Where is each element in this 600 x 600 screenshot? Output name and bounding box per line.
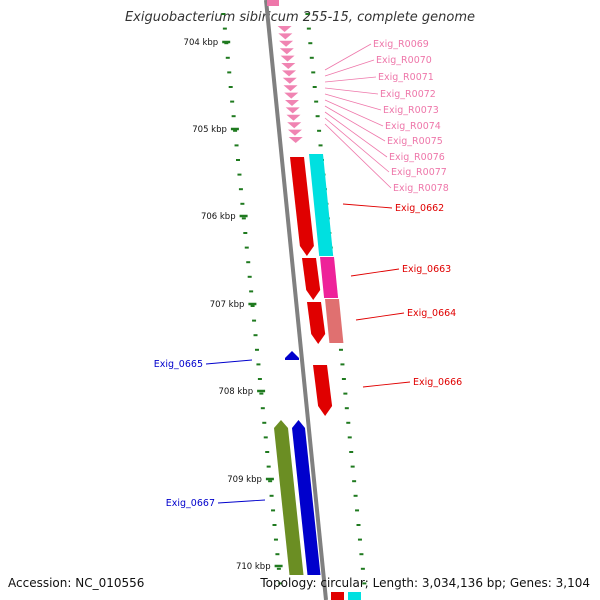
rna-leader-line — [324, 87, 379, 95]
gene-leader-line — [362, 381, 411, 388]
rna-feature[interactable] — [287, 122, 302, 129]
rna-feature[interactable] — [277, 26, 292, 32]
rna-leader-line — [324, 99, 384, 127]
rna-label: Exig_R0072 — [380, 89, 436, 100]
rna-feature[interactable] — [286, 114, 301, 121]
rna-label: Exig_R0078 — [393, 183, 449, 194]
gene-label: Exig_0665 — [154, 359, 203, 370]
rna-feature[interactable] — [288, 137, 303, 143]
gene-block-blue[interactable] — [285, 351, 299, 360]
rna-feature[interactable] — [278, 33, 293, 40]
rna-label: Exig_R0077 — [391, 167, 447, 178]
gene-leader-line — [350, 268, 400, 277]
rna-feature[interactable] — [282, 70, 297, 77]
rna-feature[interactable] — [267, 0, 279, 6]
rna-leader-line — [324, 59, 375, 77]
accession-label: Accession: NC_010556 — [8, 576, 145, 590]
rna-feature[interactable] — [280, 55, 295, 62]
kbp-tick-label: 705 kbp — [192, 125, 227, 135]
gene-block-cyan[interactable] — [348, 592, 361, 600]
gene-block-red[interactable] — [307, 302, 326, 344]
kbp-tick-label: 707 kbp — [210, 300, 245, 310]
rna-label: Exig_R0075 — [387, 136, 443, 147]
gene-block-salmon[interactable] — [325, 299, 344, 343]
rna-leader-line — [324, 117, 390, 173]
gene-leader-line — [205, 359, 253, 365]
rna-feature[interactable] — [282, 77, 297, 84]
gene-block-magenta[interactable] — [320, 257, 339, 298]
rna-feature[interactable] — [284, 92, 299, 99]
rna-feature[interactable] — [279, 48, 294, 55]
rna-feature[interactable] — [281, 63, 296, 69]
gene-leader-line — [217, 499, 266, 504]
rna-feature[interactable] — [279, 40, 294, 47]
genome-backbone — [264, 0, 328, 600]
kbp-tick-label: 704 kbp — [184, 38, 219, 48]
gene-block-cyan[interactable] — [309, 154, 334, 256]
rna-label: Exig_R0073 — [383, 105, 439, 116]
kbp-tick-label: 710 kbp — [236, 562, 271, 572]
gene-label: Exig_0666 — [413, 377, 462, 388]
gene-leader-line — [355, 312, 405, 321]
genome-summary: Topology: circular; Length: 3,034,136 bp… — [260, 576, 590, 590]
rna-label: Exig_R0076 — [389, 152, 445, 163]
rna-leader-line — [324, 76, 377, 83]
rna-leader-line — [324, 105, 386, 142]
rna-leader-line — [324, 111, 388, 158]
gene-leader-line — [342, 203, 393, 209]
rna-label: Exig_R0069 — [373, 39, 429, 50]
gene-block-blue[interactable] — [292, 420, 321, 575]
gene-block-red[interactable] — [313, 365, 333, 416]
kbp-tick-label: 709 kbp — [227, 475, 262, 485]
gene-block-red[interactable] — [290, 157, 314, 256]
gene-block-red[interactable] — [302, 258, 321, 300]
rna-feature[interactable] — [285, 107, 300, 114]
rna-label: Exig_R0074 — [385, 121, 441, 132]
gene-label: Exig_0663 — [402, 264, 451, 275]
gene-label: Exig_0664 — [407, 308, 456, 319]
rna-feature[interactable] — [283, 85, 298, 92]
kbp-tick-label: 706 kbp — [201, 212, 236, 222]
rna-leader-line — [324, 43, 372, 71]
rna-feature[interactable] — [285, 100, 299, 106]
gene-label: Exig_0662 — [395, 203, 444, 214]
kbp-tick-label: 708 kbp — [218, 387, 253, 397]
gene-label: Exig_0667 — [166, 498, 215, 509]
gene-block-olive[interactable] — [274, 420, 304, 575]
rna-leader-line — [324, 93, 382, 111]
rna-feature[interactable] — [287, 129, 302, 136]
gene-block-red[interactable] — [331, 592, 344, 600]
rna-label: Exig_R0071 — [378, 72, 434, 83]
rna-label: Exig_R0070 — [376, 55, 432, 66]
rna-leader-line — [324, 123, 392, 189]
map-title: Exiguobacterium sibiricum 255-15, comple… — [124, 10, 476, 25]
